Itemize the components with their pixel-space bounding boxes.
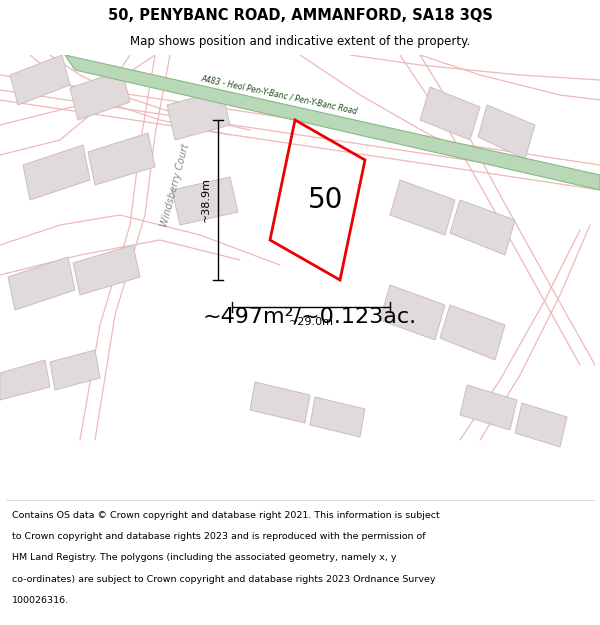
Text: Windsberry Court: Windsberry Court (159, 142, 191, 228)
Polygon shape (70, 70, 130, 120)
Polygon shape (172, 177, 238, 225)
Polygon shape (478, 105, 535, 159)
Polygon shape (10, 55, 70, 105)
Polygon shape (50, 350, 100, 390)
Polygon shape (88, 133, 155, 185)
Polygon shape (23, 145, 90, 200)
Polygon shape (380, 285, 445, 340)
Polygon shape (515, 403, 567, 447)
Text: Map shows position and indicative extent of the property.: Map shows position and indicative extent… (130, 35, 470, 48)
Text: 50, PENYBANC ROAD, AMMANFORD, SA18 3QS: 50, PENYBANC ROAD, AMMANFORD, SA18 3QS (107, 8, 493, 23)
Text: ~29.0m: ~29.0m (289, 317, 334, 327)
Polygon shape (310, 397, 365, 437)
Text: to Crown copyright and database rights 2023 and is reproduced with the permissio: to Crown copyright and database rights 2… (12, 532, 425, 541)
Polygon shape (390, 180, 455, 235)
Polygon shape (0, 360, 50, 400)
Text: co-ordinates) are subject to Crown copyright and database rights 2023 Ordnance S: co-ordinates) are subject to Crown copyr… (12, 575, 436, 584)
Text: 100026316.: 100026316. (12, 596, 69, 606)
Polygon shape (8, 257, 75, 310)
Text: ~38.9m: ~38.9m (201, 177, 211, 222)
Polygon shape (450, 200, 515, 255)
Polygon shape (65, 55, 600, 190)
Polygon shape (440, 305, 505, 360)
Polygon shape (167, 90, 230, 140)
Text: 50: 50 (308, 186, 343, 214)
Polygon shape (460, 385, 517, 430)
Polygon shape (73, 245, 140, 295)
Text: HM Land Registry. The polygons (including the associated geometry, namely x, y: HM Land Registry. The polygons (includin… (12, 554, 397, 562)
Polygon shape (250, 382, 310, 423)
Polygon shape (420, 87, 480, 140)
Text: A483 - Heol Pen-Y-Banc / Pen-Y-Banc Road: A483 - Heol Pen-Y-Banc / Pen-Y-Banc Road (200, 74, 358, 116)
Text: ~497m²/~0.123ac.: ~497m²/~0.123ac. (203, 307, 417, 327)
Text: Contains OS data © Crown copyright and database right 2021. This information is : Contains OS data © Crown copyright and d… (12, 511, 440, 519)
